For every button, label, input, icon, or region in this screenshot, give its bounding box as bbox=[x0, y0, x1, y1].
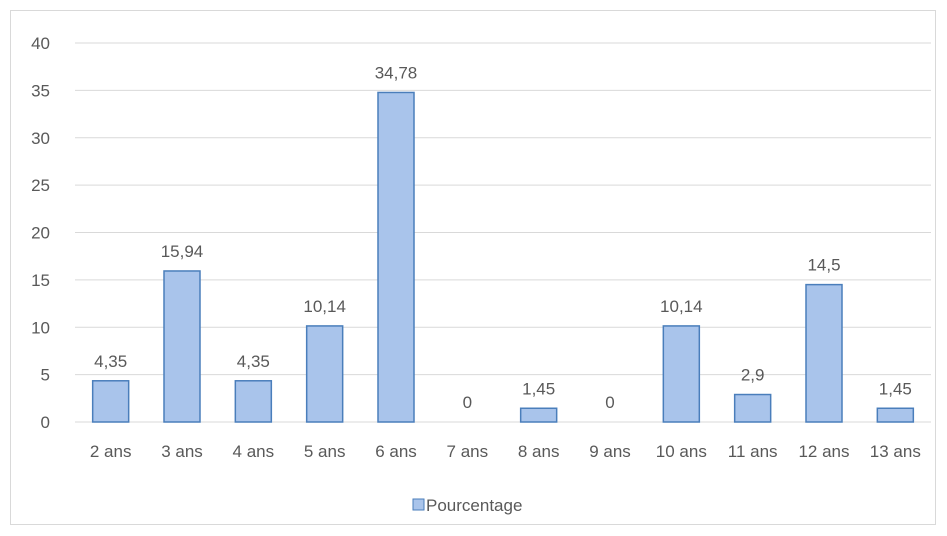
data-label: 4,35 bbox=[94, 352, 127, 371]
data-labels: 4,35 15,94 4,35 10,14 34,78 0 1,45 0 10,14 2,9 14,… bbox=[94, 63, 912, 412]
legend-label: Pourcentage bbox=[426, 496, 522, 515]
data-label: 2,9 bbox=[741, 366, 765, 385]
y-tick-label: 5 bbox=[41, 366, 50, 385]
data-label: 10,14 bbox=[303, 297, 346, 316]
legend: Pourcentage bbox=[412, 496, 522, 515]
bar bbox=[305, 325, 344, 423]
x-tick-label: 9 ans bbox=[589, 442, 631, 461]
chart-frame bbox=[10, 10, 936, 525]
x-tick-label: 5 ans bbox=[304, 442, 346, 461]
data-label: 0 bbox=[463, 393, 472, 412]
x-axis: 2 ans 3 ans 4 ans 5 ans 6 ans 7 ans 8 ans 9 ans… bbox=[90, 442, 921, 461]
data-label: 15,94 bbox=[161, 242, 204, 261]
x-tick-label: 12 ans bbox=[798, 442, 849, 461]
bar bbox=[234, 380, 273, 423]
x-tick-label: 13 ans bbox=[870, 442, 921, 461]
y-tick-label: 15 bbox=[31, 271, 50, 290]
gridlines bbox=[75, 42, 931, 423]
bar bbox=[91, 380, 130, 423]
data-label: 1,45 bbox=[879, 379, 912, 398]
x-tick-label: 7 ans bbox=[447, 442, 489, 461]
y-axis: 0 5 10 15 20 25 30 35 40 bbox=[31, 34, 50, 432]
x-tick-label: 2 ans bbox=[90, 442, 132, 461]
y-tick-label: 40 bbox=[31, 34, 50, 53]
data-label: 10,14 bbox=[660, 297, 703, 316]
y-tick-label: 0 bbox=[41, 413, 50, 432]
x-tick-label: 8 ans bbox=[518, 442, 560, 461]
data-label: 1,45 bbox=[522, 379, 555, 398]
bar bbox=[163, 270, 201, 423]
legend-swatch bbox=[412, 498, 425, 511]
y-tick-label: 20 bbox=[31, 224, 50, 243]
data-label: 14,5 bbox=[807, 256, 840, 275]
x-tick-label: 10 ans bbox=[656, 442, 707, 461]
data-label: 0 bbox=[605, 393, 614, 412]
x-tick-label: 4 ans bbox=[233, 442, 275, 461]
y-tick-label: 10 bbox=[31, 318, 50, 337]
x-tick-label: 11 ans bbox=[728, 442, 778, 461]
bar bbox=[805, 283, 843, 423]
bar bbox=[662, 325, 701, 423]
bar bbox=[733, 393, 772, 423]
bar bbox=[377, 91, 415, 423]
bar bbox=[519, 407, 558, 423]
x-tick-label: 3 ans bbox=[161, 442, 203, 461]
data-label: 4,35 bbox=[237, 352, 270, 371]
data-label: 34,78 bbox=[375, 63, 418, 82]
bars bbox=[91, 91, 915, 423]
y-tick-label: 35 bbox=[31, 81, 50, 100]
y-tick-label: 25 bbox=[31, 176, 50, 195]
x-tick-label: 6 ans bbox=[375, 442, 417, 461]
bar bbox=[876, 407, 915, 423]
y-tick-label: 30 bbox=[31, 129, 50, 148]
